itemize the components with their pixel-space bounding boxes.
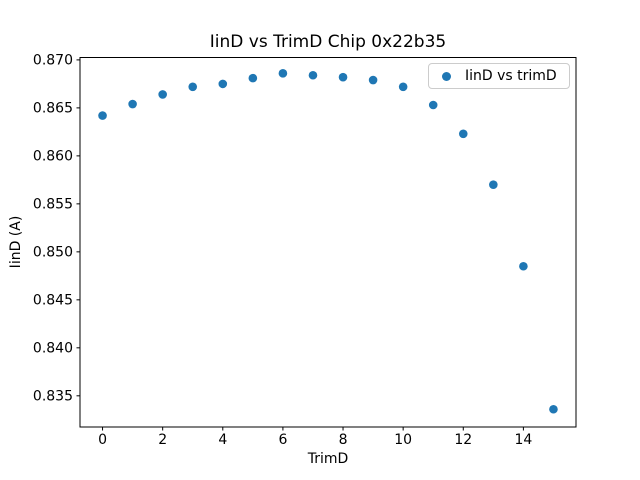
- data-point: [519, 261, 528, 271]
- data-point: [338, 72, 348, 82]
- y-axis-label: IinD (A): [8, 215, 24, 269]
- legend: IinD vs trimD: [428, 63, 570, 89]
- data-point: [188, 82, 198, 92]
- y-tick-label: 0.835: [33, 388, 73, 404]
- data-point: [489, 180, 498, 189]
- y-tick-label: 0.865: [33, 100, 73, 116]
- x-tick-label: 0: [98, 432, 107, 448]
- data-point: [549, 404, 558, 414]
- axes-frame: [79, 57, 577, 428]
- x-tick-label: 2: [158, 432, 167, 448]
- data-point: [458, 129, 468, 139]
- data-point: [248, 73, 258, 83]
- y-tick-label: 0.845: [33, 292, 73, 308]
- x-tick-label: 12: [454, 432, 472, 448]
- data-point: [398, 82, 408, 92]
- y-tick-label: 0.850: [33, 244, 73, 260]
- chart-title: IinD vs TrimD Chip 0x22b35: [209, 32, 447, 52]
- data-point: [218, 79, 228, 89]
- x-tick-label: 10: [394, 432, 412, 448]
- x-tick-label: 6: [278, 432, 287, 448]
- y-tick-label: 0.870: [33, 52, 73, 68]
- data-point: [428, 100, 438, 110]
- x-tick-label: 14: [514, 432, 532, 448]
- data-point: [98, 111, 107, 120]
- y-tick-label: 0.855: [33, 196, 73, 212]
- legend-label: IinD vs trimD: [465, 68, 557, 84]
- x-tick-label: 4: [218, 432, 227, 448]
- data-point: [368, 75, 378, 85]
- data-point: [278, 69, 288, 78]
- data-point: [128, 99, 137, 109]
- x-axis-label: TrimD: [307, 451, 349, 467]
- data-point: [308, 70, 318, 80]
- x-tick-label: 8: [339, 432, 348, 448]
- y-tick-label: 0.860: [33, 148, 73, 164]
- data-point: [158, 90, 167, 99]
- y-tick-label: 0.840: [33, 340, 73, 356]
- legend-marker-icon: [442, 71, 451, 81]
